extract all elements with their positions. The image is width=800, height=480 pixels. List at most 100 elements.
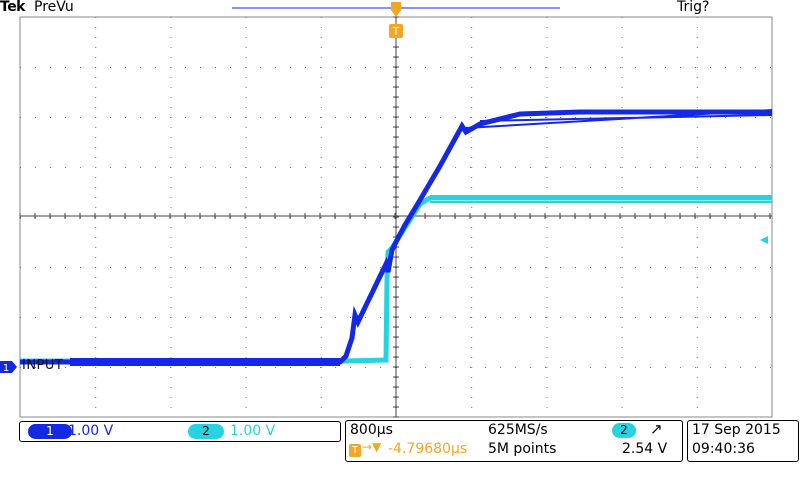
grid-dot bbox=[95, 127, 97, 128]
waveform-display[interactable]: T 1 bbox=[0, 0, 800, 420]
grid-dot bbox=[245, 27, 247, 28]
grid-dot bbox=[155, 367, 156, 368]
grid-dot bbox=[546, 247, 548, 248]
grid-dot bbox=[425, 167, 426, 168]
grid-dot bbox=[320, 157, 322, 158]
ch2-scale[interactable]: 1.00 V bbox=[230, 423, 276, 439]
grid-dot bbox=[170, 197, 172, 198]
grid-dot bbox=[215, 367, 216, 368]
grid-dot bbox=[725, 67, 726, 68]
grid-dot bbox=[50, 367, 51, 368]
grid-dot bbox=[620, 67, 621, 68]
grid-dot bbox=[50, 167, 51, 168]
grid-dot bbox=[605, 367, 606, 368]
grid-dot bbox=[335, 117, 336, 118]
grid-dot bbox=[545, 317, 546, 318]
grid-dot bbox=[546, 367, 548, 368]
grid-dot bbox=[546, 277, 548, 278]
grid-dot bbox=[471, 107, 473, 108]
grid-dot bbox=[410, 67, 411, 68]
trigger-position[interactable]: -4.79680µs bbox=[388, 441, 468, 457]
grid-dot bbox=[471, 117, 473, 118]
grid-dot bbox=[245, 357, 247, 358]
grid-dot bbox=[665, 367, 666, 368]
ch1-scale[interactable]: 1.00 V bbox=[68, 423, 114, 439]
grid-dot bbox=[755, 117, 756, 118]
grid-dot bbox=[335, 267, 336, 268]
grid-dot bbox=[696, 157, 698, 158]
grid-dot bbox=[440, 317, 441, 318]
trigger-status: Trig? bbox=[677, 0, 710, 15]
grid-dot bbox=[95, 327, 97, 328]
grid-dot bbox=[65, 267, 66, 268]
grid-dot bbox=[710, 67, 711, 68]
grid-dot bbox=[471, 347, 473, 348]
grid-dot bbox=[621, 217, 623, 218]
grid-dot bbox=[471, 287, 473, 288]
grid-dot bbox=[380, 67, 381, 68]
time-per-division[interactable]: 800µs bbox=[350, 422, 393, 438]
grid-dot bbox=[350, 367, 351, 368]
trigger-level[interactable]: 2.54 V bbox=[622, 441, 668, 457]
grid-dot bbox=[710, 167, 711, 168]
grid-dot bbox=[575, 117, 576, 118]
grid-dot bbox=[575, 267, 576, 268]
grid-dot bbox=[696, 267, 698, 268]
grid-dot bbox=[725, 367, 726, 368]
grid-dot bbox=[155, 167, 156, 168]
ch2-badge[interactable]: 2 bbox=[188, 424, 224, 439]
grid-dot bbox=[110, 267, 111, 268]
grid-dot bbox=[95, 97, 97, 98]
grid-dot bbox=[95, 167, 96, 168]
ch1-badge[interactable]: 1 bbox=[28, 424, 72, 439]
grid-dot bbox=[95, 37, 97, 38]
grid-dot bbox=[696, 247, 698, 248]
trigger-source-badge[interactable]: 2 bbox=[612, 423, 636, 438]
grid-dot bbox=[680, 67, 681, 68]
grid-dot bbox=[320, 67, 322, 68]
grid-dot bbox=[350, 267, 351, 268]
grid-dot bbox=[620, 317, 621, 318]
grid-dot bbox=[245, 147, 247, 148]
grid-dot bbox=[20, 367, 21, 368]
grid-dot bbox=[275, 117, 276, 118]
grid-dot bbox=[170, 287, 172, 288]
grid-dot bbox=[695, 317, 696, 318]
grid-dot bbox=[696, 37, 698, 38]
grid-dot bbox=[110, 317, 111, 318]
grid-dot bbox=[740, 167, 741, 168]
grid-dot bbox=[546, 397, 548, 398]
trigger-position-marker[interactable]: T bbox=[389, 2, 403, 38]
trigger-level-arrow-icon[interactable] bbox=[760, 236, 768, 244]
grid-dot bbox=[680, 267, 681, 268]
grid-dot bbox=[245, 317, 247, 318]
grid-dot bbox=[320, 117, 322, 118]
grid-dot bbox=[471, 207, 473, 208]
grid-dot bbox=[140, 117, 141, 118]
ch1-ground-marker[interactable]: 1 bbox=[0, 361, 17, 374]
grid-dot bbox=[335, 317, 336, 318]
grid-dot bbox=[35, 267, 36, 268]
grid-dot bbox=[380, 367, 381, 368]
grid-dot bbox=[696, 57, 698, 58]
grid-dot bbox=[546, 97, 548, 98]
grid-dot bbox=[95, 157, 97, 158]
grid-dot bbox=[200, 317, 201, 318]
grid-dot bbox=[95, 277, 97, 278]
grid-dot bbox=[770, 317, 771, 318]
grid-dot bbox=[260, 317, 261, 318]
grid-dot bbox=[696, 337, 698, 338]
grid-dot bbox=[320, 167, 321, 168]
grid-dot bbox=[455, 117, 456, 118]
grid-dot bbox=[575, 367, 576, 368]
grid-dot bbox=[230, 117, 231, 118]
grid-dot bbox=[35, 367, 36, 368]
grid-dot bbox=[696, 397, 698, 398]
grid-dot bbox=[95, 297, 97, 298]
grid-dot bbox=[245, 267, 246, 268]
grid-dot bbox=[320, 177, 322, 178]
grid-dot bbox=[500, 317, 501, 318]
grid-dot bbox=[635, 67, 636, 68]
grid-dot bbox=[260, 167, 261, 168]
grid-dot bbox=[95, 187, 97, 188]
